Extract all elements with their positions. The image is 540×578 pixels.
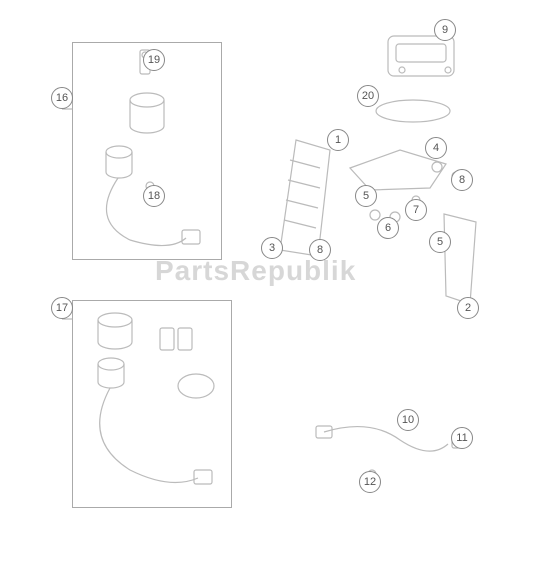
callout-label: 3	[269, 242, 275, 254]
callout-16: 16	[51, 87, 73, 109]
callout-label: 8	[317, 244, 323, 256]
callout-8: 8	[309, 239, 331, 261]
callout-label: 16	[56, 92, 68, 104]
callout-label: 17	[56, 302, 68, 314]
callout-label: 4	[433, 142, 439, 154]
callout-label: 12	[364, 476, 376, 488]
callout-label: 9	[442, 24, 448, 36]
callout-label: 18	[148, 190, 160, 202]
callout-3: 3	[261, 237, 283, 259]
callout-label: 5	[437, 236, 443, 248]
callout-1: 1	[327, 129, 349, 151]
callout-12: 12	[359, 471, 381, 493]
callout-10: 10	[397, 409, 419, 431]
callout-label: 19	[148, 54, 160, 66]
callout-label: 2	[465, 302, 471, 314]
callout-17: 17	[51, 297, 73, 319]
callout-label: 11	[456, 432, 467, 444]
callout-6: 6	[377, 217, 399, 239]
callout-label: 20	[362, 90, 374, 102]
callout-label: 1	[335, 134, 341, 146]
callout-5: 5	[429, 231, 451, 253]
callout-9: 9	[434, 19, 456, 41]
callout-18: 18	[143, 185, 165, 207]
callout-label: 6	[385, 222, 391, 234]
callout-label: 10	[402, 414, 414, 426]
callout-label: 5	[363, 190, 369, 202]
callout-4: 4	[425, 137, 447, 159]
callout-20: 20	[357, 85, 379, 107]
callout-8: 8	[451, 169, 473, 191]
callout-5: 5	[355, 185, 377, 207]
callout-7: 7	[405, 199, 427, 221]
callout-label: 7	[413, 204, 419, 216]
callout-11: 11	[451, 427, 473, 449]
callout-label: 8	[459, 174, 465, 186]
parts-layer	[0, 0, 540, 578]
callout-19: 19	[143, 49, 165, 71]
callout-2: 2	[457, 297, 479, 319]
